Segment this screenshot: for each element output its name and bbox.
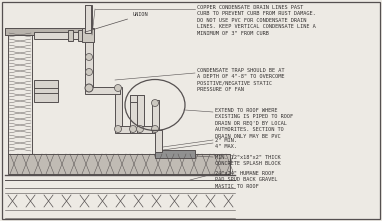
Bar: [85, 5, 92, 60]
Text: CONDENSATE TRAP SHOULD BE AT
A DEPTH OF 4"-8" TO OVERCOME
POSITIVE/NEGATIVE STAT: CONDENSATE TRAP SHOULD BE AT A DEPTH OF …: [197, 68, 285, 92]
Bar: [68, 30, 73, 41]
Bar: [155, 130, 162, 152]
Bar: [155, 150, 195, 158]
Circle shape: [115, 84, 121, 91]
Circle shape: [115, 126, 121, 133]
Bar: [152, 100, 159, 133]
Text: EXTEND TO ROOF WHERE
EXISTING IS PIPED TO ROOF
DRAIN OR REQ'D BY LOCAL
AUTHORITE: EXTEND TO ROOF WHERE EXISTING IS PIPED T…: [215, 108, 293, 139]
Bar: [78, 30, 83, 41]
Circle shape: [85, 84, 93, 92]
Polygon shape: [8, 154, 230, 174]
Bar: [5, 28, 37, 35]
Bar: [85, 87, 120, 94]
Bar: [82, 28, 94, 42]
Text: MIN. 12"x18"x2" THICK
CONCRETE SPLASH BLOCK: MIN. 12"x18"x2" THICK CONCRETE SPLASH BL…: [215, 155, 281, 166]
Text: 2" MIN.
4" MAX.: 2" MIN. 4" MAX.: [215, 138, 237, 149]
Bar: [5, 28, 85, 35]
Circle shape: [86, 69, 92, 76]
Circle shape: [152, 126, 159, 133]
Bar: [130, 95, 144, 102]
Bar: [130, 95, 137, 133]
Circle shape: [86, 53, 92, 61]
Bar: [85, 5, 91, 33]
Bar: [34, 80, 58, 102]
Circle shape: [152, 99, 159, 107]
Bar: [115, 126, 137, 133]
Bar: [85, 42, 93, 87]
Text: COPPER CONDENSATE DRAIN LINES PAST
CURB TO PREVENT CURB FROM RUST DAMAGE.
DO NOT: COPPER CONDENSATE DRAIN LINES PAST CURB …: [197, 5, 316, 36]
Bar: [137, 126, 159, 133]
Circle shape: [136, 126, 144, 133]
Circle shape: [129, 126, 136, 133]
Text: UNION: UNION: [85, 13, 149, 32]
Bar: [34, 32, 92, 39]
Text: 24"x24" HUMANE ROOF
PAD SPUD BACK GRAVEL
MASTIC TO ROOF: 24"x24" HUMANE ROOF PAD SPUD BACK GRAVEL…: [215, 171, 277, 189]
Bar: [137, 95, 144, 133]
Bar: [8, 32, 32, 154]
Bar: [115, 87, 122, 129]
